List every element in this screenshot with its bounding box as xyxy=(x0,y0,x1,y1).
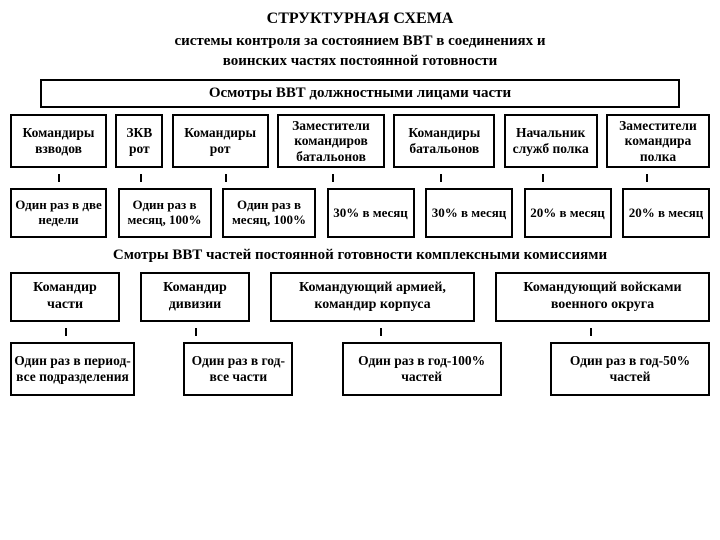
role-box: Командиры взводов xyxy=(10,114,107,168)
freq-box: Один раз в месяц, 100% xyxy=(118,188,212,238)
freq-box: Один раз в год-50% частей xyxy=(550,342,710,396)
row-freq-1: Один раз в две недели Один раз в месяц, … xyxy=(10,188,710,238)
role-box: Командиры рот xyxy=(172,114,269,168)
role-box: Начальник служб полка xyxy=(504,114,598,168)
role-box: Командир дивизии xyxy=(140,272,250,322)
freq-box: Один раз в год-100% частей xyxy=(342,342,502,396)
role-box: Командующий войсками военного округа xyxy=(495,272,710,322)
role-box: Командиры батальонов xyxy=(393,114,495,168)
section1-header: Осмотры ВВТ должностными лицами части xyxy=(40,79,680,108)
freq-box: 20% в месяц xyxy=(622,188,710,238)
row-roles-1: Командиры взводов ЗКВ рот Командиры рот … xyxy=(10,114,710,168)
role-box: Заместители командиров батальонов xyxy=(277,114,385,168)
row-roles-2: Командир части Командир дивизии Командую… xyxy=(10,272,710,322)
freq-box: 30% в месяц xyxy=(327,188,415,238)
freq-box: 20% в месяц xyxy=(524,188,612,238)
freq-box: Один раз в период-все подразделения xyxy=(10,342,135,396)
connectors-2 xyxy=(10,328,710,336)
freq-box: 30% в месяц xyxy=(425,188,513,238)
role-box: Командующий армией, командир корпуса xyxy=(270,272,475,322)
role-box: ЗКВ рот xyxy=(115,114,163,168)
freq-box: Один раз в две недели xyxy=(10,188,107,238)
freq-box: Один раз в год-все части xyxy=(183,342,293,396)
section2-header: Смотры ВВТ частей постоянной готовности … xyxy=(10,246,710,266)
row-freq-2: Один раз в период-все подразделения Один… xyxy=(10,342,710,396)
subtitle: системы контроля за состоянием ВВТ в сое… xyxy=(150,32,570,71)
role-box: Командир части xyxy=(10,272,120,322)
freq-box: Один раз в месяц, 100% xyxy=(222,188,316,238)
connectors-1 xyxy=(10,174,710,182)
main-title: СТРУКТУРНАЯ СХЕМА xyxy=(10,10,710,28)
role-box: Заместители командира полка xyxy=(606,114,710,168)
